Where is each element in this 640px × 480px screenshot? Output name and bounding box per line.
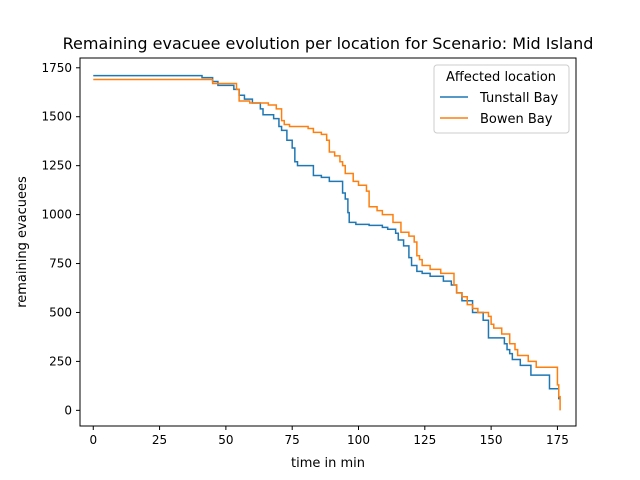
legend: Affected location Tunstall Bay Bowen Bay xyxy=(433,64,570,134)
x-tick-label: 175 xyxy=(546,433,569,447)
plot-frame xyxy=(79,57,577,427)
x-tick-label: 150 xyxy=(480,433,503,447)
legend-box xyxy=(433,64,570,134)
chart-title: Remaining evacuee evolution per location… xyxy=(63,34,594,53)
y-tick-label: 1250 xyxy=(41,159,72,173)
series-line-tunstall-bay xyxy=(93,74,561,400)
legend-title: Affected location xyxy=(446,70,556,85)
x-tick-label: 25 xyxy=(152,433,167,447)
x-tick-label: 50 xyxy=(218,433,233,447)
legend-label-tunstall-bay: Tunstall Bay xyxy=(479,91,559,106)
x-axis-ticks: 0 25 50 75 100 125 150 175 xyxy=(89,426,569,447)
y-tick-label: 250 xyxy=(49,354,72,368)
plot-lines xyxy=(93,74,561,411)
x-axis-label: time in min xyxy=(291,456,365,471)
x-tick-label: 100 xyxy=(347,433,370,447)
y-tick-label: 0 xyxy=(64,403,72,417)
series-line-bowen-bay xyxy=(93,78,561,411)
y-tick-label: 1750 xyxy=(41,61,72,75)
legend-label-bowen-bay: Bowen Bay xyxy=(480,112,553,127)
y-axis-ticks: 0 250 500 750 1000 1250 1500 1750 xyxy=(41,61,80,417)
y-tick-label: 500 xyxy=(49,305,72,319)
y-tick-label: 1500 xyxy=(41,110,72,124)
y-tick-label: 1000 xyxy=(41,208,72,222)
x-tick-label: 0 xyxy=(89,433,97,447)
x-tick-label: 125 xyxy=(413,433,436,447)
x-tick-label: 75 xyxy=(285,433,300,447)
y-axis-label: remaining evacuees xyxy=(15,176,30,308)
y-tick-label: 750 xyxy=(49,257,72,271)
